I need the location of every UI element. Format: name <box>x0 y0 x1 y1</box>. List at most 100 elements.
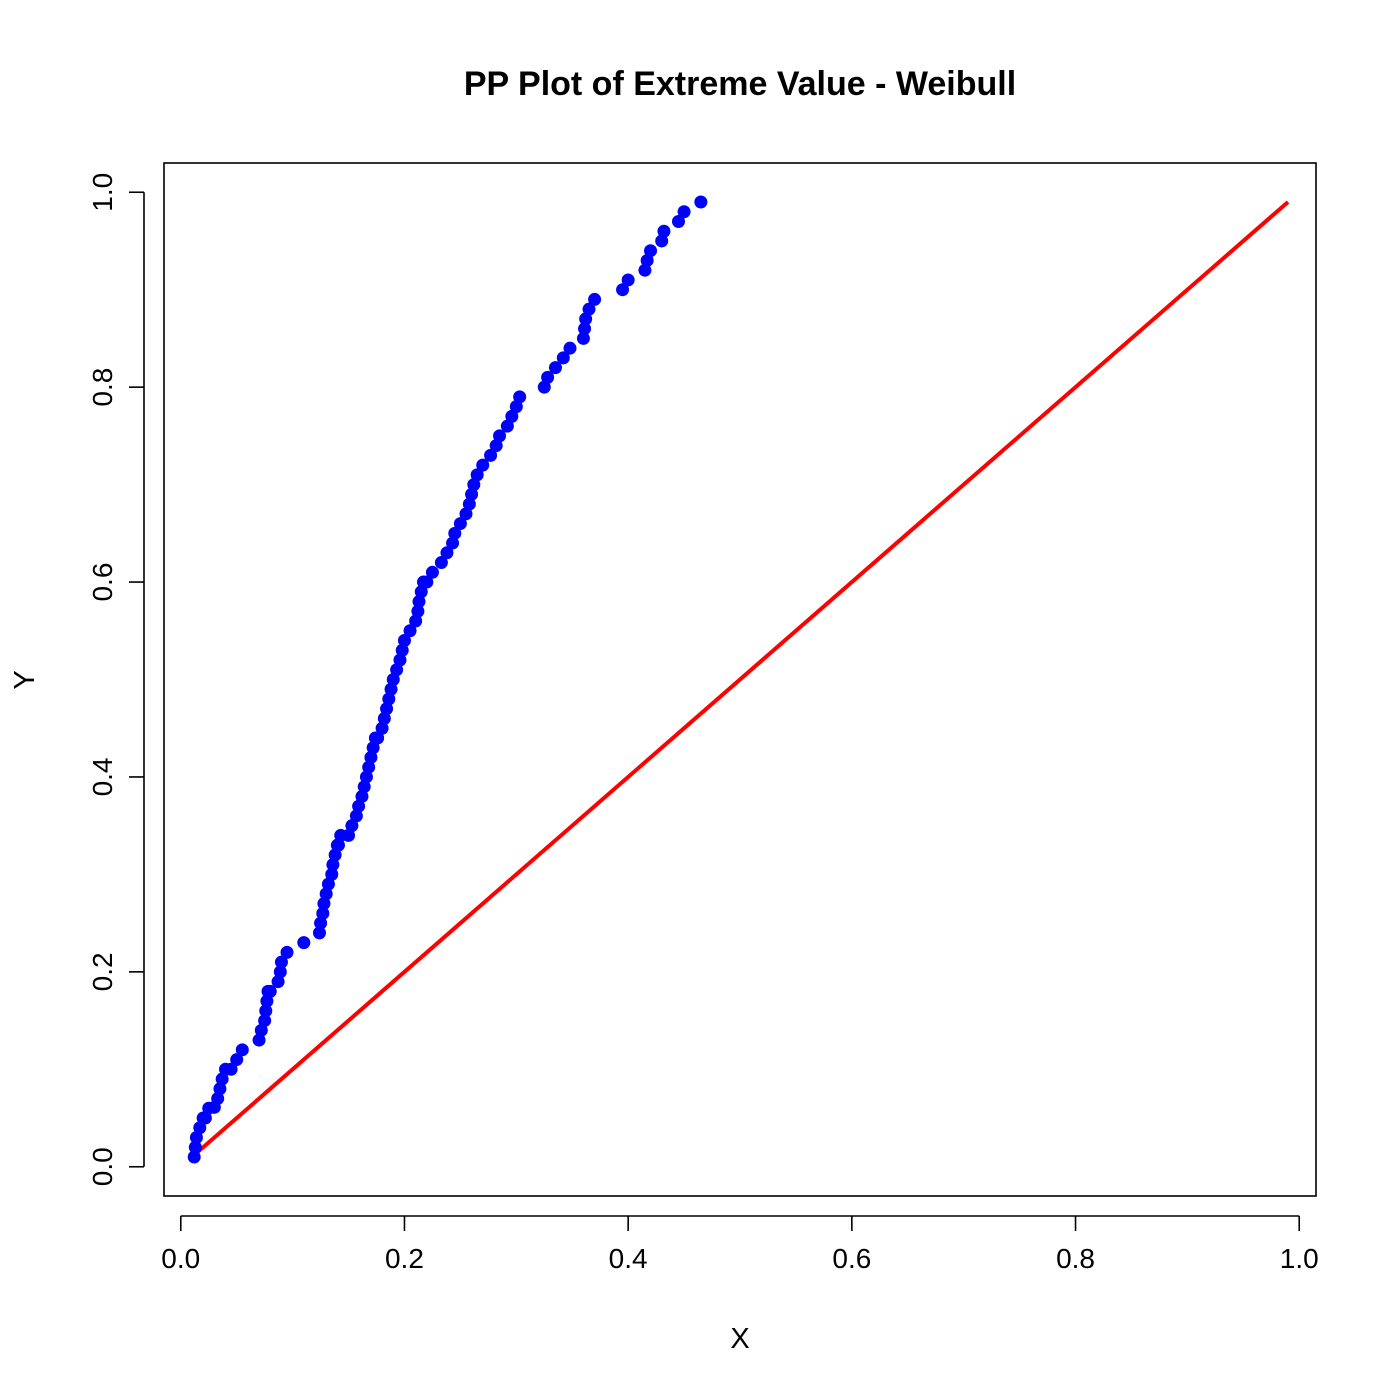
data-point <box>513 390 527 404</box>
x-tick-label: 0.8 <box>1056 1243 1095 1274</box>
data-point <box>384 682 398 696</box>
chart-title: PP Plot of Extreme Value - Weibull <box>464 65 1016 103</box>
data-point <box>235 1043 249 1057</box>
y-tick-label: 0.6 <box>87 563 118 602</box>
data-point <box>375 721 389 735</box>
data-point <box>409 614 423 628</box>
data-point <box>446 536 460 550</box>
data-point <box>440 546 454 560</box>
data-point <box>556 351 570 365</box>
data-point <box>382 692 396 706</box>
data-point <box>465 487 479 501</box>
data-point <box>325 867 339 881</box>
y-tick-label: 0.2 <box>87 952 118 991</box>
data-point <box>411 604 425 618</box>
data-point <box>500 419 514 433</box>
y-axis-label: Y <box>9 670 41 689</box>
data-point <box>657 224 671 238</box>
data-point <box>621 273 635 287</box>
data-point <box>314 916 328 930</box>
data-point <box>364 750 378 764</box>
data-point <box>319 887 333 901</box>
data-point <box>187 1150 201 1164</box>
data-point <box>188 1140 202 1154</box>
data-point <box>671 214 685 228</box>
data-point <box>484 448 498 462</box>
x-tick-label: 0.0 <box>161 1243 200 1274</box>
data-point <box>312 926 326 940</box>
data-point <box>258 1014 272 1028</box>
data-point <box>493 429 507 443</box>
data-point <box>252 1033 266 1047</box>
data-point <box>357 780 371 794</box>
data-point <box>448 526 462 540</box>
data-point <box>316 906 330 920</box>
x-axis-label: X <box>730 1323 749 1355</box>
data-point <box>259 1004 273 1018</box>
x-tick-label: 0.6 <box>832 1243 871 1274</box>
data-point <box>453 517 467 531</box>
reference-line <box>190 200 1290 1159</box>
data-point <box>582 302 596 316</box>
y-tick-label: 0.4 <box>87 757 118 796</box>
y-tick-label: 1.0 <box>87 173 118 212</box>
data-point <box>362 760 376 774</box>
data-point <box>326 858 340 872</box>
data-point <box>230 1053 244 1067</box>
data-point <box>263 984 277 998</box>
data-point <box>280 945 294 959</box>
data-point <box>359 770 373 784</box>
y-axis: 0.0 0.2 0.4 0.6 0.8 1.0 <box>87 173 145 1186</box>
data-point <box>397 634 411 648</box>
data-point <box>470 468 484 482</box>
data-point <box>412 595 426 609</box>
data-point <box>224 1062 238 1076</box>
data-points <box>187 195 708 1164</box>
data-point <box>638 263 652 277</box>
data-point <box>317 897 331 911</box>
data-point <box>505 409 519 423</box>
data-point <box>345 819 359 833</box>
data-point <box>403 624 417 638</box>
data-point <box>274 955 288 969</box>
data-point <box>349 809 363 823</box>
data-point <box>616 283 630 297</box>
data-point <box>377 711 391 725</box>
data-point <box>655 234 669 248</box>
data-point <box>644 244 658 258</box>
data-point <box>588 292 602 306</box>
data-point <box>355 789 369 803</box>
data-point <box>213 1082 227 1096</box>
x-axis: 0.0 0.2 0.4 0.6 0.8 1.0 <box>161 1215 1319 1274</box>
plot-frame <box>163 162 1317 1197</box>
data-point <box>380 702 394 716</box>
data-point <box>420 575 434 589</box>
data-point <box>393 653 407 667</box>
data-point <box>694 195 708 209</box>
data-point <box>271 975 285 989</box>
data-point <box>273 965 287 979</box>
data-point <box>331 838 345 852</box>
data-point <box>395 643 409 657</box>
data-point <box>297 936 311 950</box>
data-point <box>434 556 448 570</box>
data-point <box>476 458 490 472</box>
data-point <box>548 361 562 375</box>
data-point <box>371 731 385 745</box>
data-point <box>677 205 691 219</box>
data-point <box>366 741 380 755</box>
data-point <box>425 565 439 579</box>
x-tick-label: 0.4 <box>609 1243 648 1274</box>
data-point <box>211 1092 225 1106</box>
data-point <box>578 322 592 336</box>
y-tick-label: 0.0 <box>87 1147 118 1186</box>
data-point <box>576 331 590 345</box>
data-point <box>541 370 555 384</box>
x-tick-label: 1.0 <box>1280 1243 1319 1274</box>
data-point <box>462 497 476 511</box>
x-tick-label: 0.2 <box>385 1243 424 1274</box>
y-tick-label: 0.8 <box>87 368 118 407</box>
data-point <box>563 341 577 355</box>
data-point <box>414 585 428 599</box>
